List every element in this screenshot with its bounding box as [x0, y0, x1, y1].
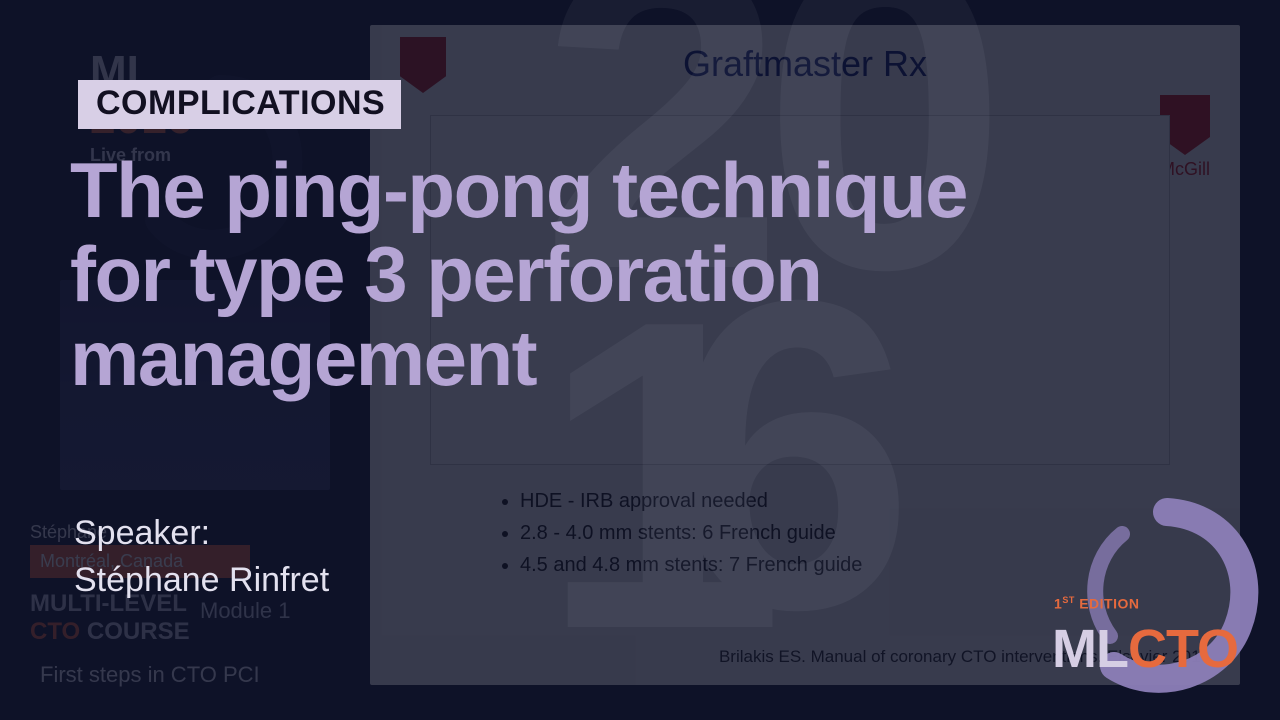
bg-slide-bullets: HDE - IRB approval needed 2.8 - 4.0 mm s…: [500, 485, 862, 581]
bg-slide-title: Graftmaster Rx: [370, 43, 1240, 85]
speaker-label: Speaker:: [74, 510, 329, 557]
mlcto-logo: 1ST EDITION MLCTO: [1052, 595, 1238, 680]
mlcto-ml: ML: [1052, 619, 1128, 679]
bg-bullet: HDE - IRB approval needed: [520, 485, 862, 517]
speaker-block: Speaker: Stéphane Rinfret: [74, 510, 329, 604]
mlcto-edition: 1ST EDITION: [1054, 595, 1238, 612]
bg-course-l2: CTO COURSE: [30, 618, 190, 646]
bg-subtitle: First steps in CTO PCI: [40, 662, 260, 688]
speaker-name: Stéphane Rinfret: [74, 557, 329, 604]
category-badge: COMPLICATIONS: [78, 80, 401, 129]
bg-bullet: 4.5 and 4.8 mm stents: 7 French guide: [520, 549, 862, 581]
mlcto-cto: CTO: [1128, 619, 1238, 679]
title-card: 20 1 6 Graftmaster Rx McGill HDE - IRB a…: [0, 0, 1280, 720]
mlcto-name: MLCTO: [1052, 618, 1238, 680]
main-title: The ping-pong technique for type 3 perfo…: [70, 148, 1020, 401]
bg-bullet: 2.8 - 4.0 mm stents: 6 French guide: [520, 517, 862, 549]
